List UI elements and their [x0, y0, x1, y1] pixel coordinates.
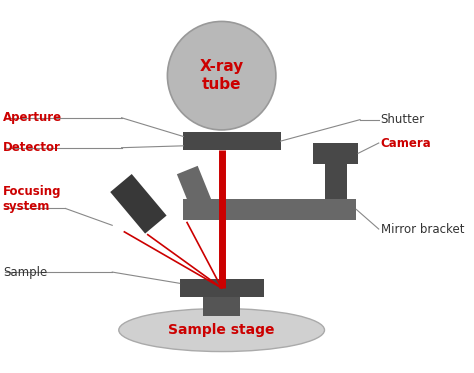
Polygon shape — [110, 174, 166, 233]
Bar — [183, 199, 356, 220]
Ellipse shape — [119, 308, 325, 352]
Text: Detector: Detector — [3, 141, 61, 154]
Polygon shape — [177, 166, 216, 219]
Text: Mirror bracket: Mirror bracket — [381, 223, 464, 236]
Text: Sample: Sample — [3, 266, 47, 279]
Text: Aperture: Aperture — [3, 111, 62, 124]
Bar — [313, 143, 358, 164]
Ellipse shape — [167, 21, 276, 130]
Bar — [180, 279, 264, 297]
Text: Sample stage: Sample stage — [168, 323, 275, 337]
Bar — [203, 297, 240, 316]
Text: X-ray
tube: X-ray tube — [200, 59, 244, 92]
Text: Camera: Camera — [381, 137, 431, 150]
Bar — [183, 132, 281, 150]
Text: Focusing
system: Focusing system — [3, 185, 61, 213]
Text: Shutter: Shutter — [381, 113, 425, 126]
Bar — [325, 164, 347, 199]
